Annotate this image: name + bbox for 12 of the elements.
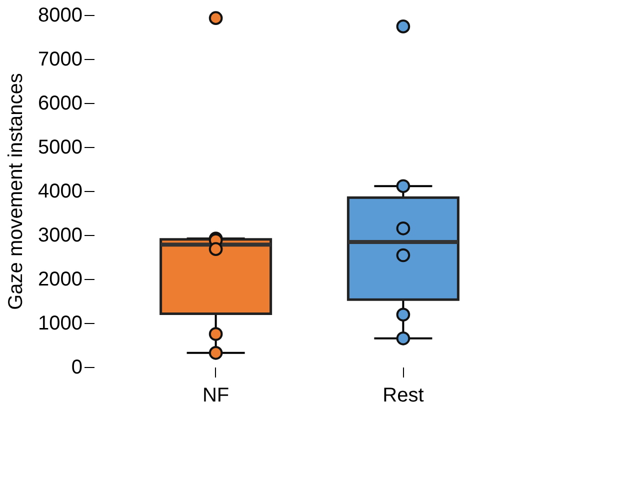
x-tick-label: Rest — [382, 384, 424, 406]
x-tick-label: NF — [202, 384, 230, 406]
y-tick-label: 0 — [71, 356, 82, 378]
y-tick-label: 1000 — [38, 312, 82, 334]
y-tick-label: 8000 — [38, 4, 82, 26]
y-tick-label: 6000 — [38, 92, 82, 114]
y-tick-label: 7000 — [38, 48, 82, 70]
y-tick-label: 4000 — [38, 180, 82, 202]
y-tick-label: 5000 — [38, 136, 82, 158]
y-tick-label: 2000 — [38, 268, 82, 290]
y-tick-label: 3000 — [38, 224, 82, 246]
y-axis-title: Gaze movement instances — [5, 73, 28, 310]
